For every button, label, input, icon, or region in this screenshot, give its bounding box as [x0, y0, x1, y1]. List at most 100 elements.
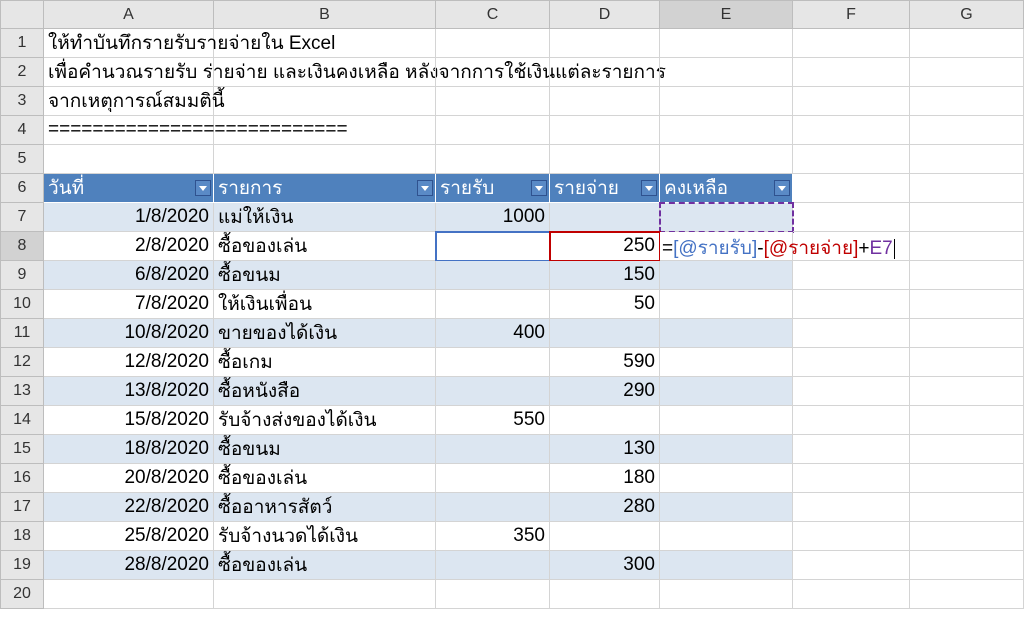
cell-C13[interactable]: [436, 377, 550, 406]
cell-F15[interactable]: [793, 435, 910, 464]
cell-C15[interactable]: [436, 435, 550, 464]
cell-E4[interactable]: [660, 116, 793, 145]
cell-A2[interactable]: เพื่อคำนวณรายรับ ร่ายจ่าย และเงินคงเหลือ…: [44, 58, 214, 87]
cell-D13[interactable]: 290: [550, 377, 660, 406]
cell-G17[interactable]: [910, 493, 1024, 522]
cell-G18[interactable]: [910, 522, 1024, 551]
cell-C6[interactable]: รายรับ: [436, 174, 550, 203]
cell-E9[interactable]: [660, 261, 793, 290]
cell-B8[interactable]: ซื้อของเล่น: [214, 232, 436, 261]
cell-C19[interactable]: [436, 551, 550, 580]
cell-G7[interactable]: [910, 203, 1024, 232]
cell-F7[interactable]: [793, 203, 910, 232]
cell-D10[interactable]: 50: [550, 290, 660, 319]
cell-B17[interactable]: ซื้ออาหารสัตว์: [214, 493, 436, 522]
cell-A20[interactable]: [44, 580, 214, 609]
cell-C20[interactable]: [436, 580, 550, 609]
filter-balance-icon[interactable]: [774, 180, 790, 196]
cell-A7[interactable]: 1/8/2020: [44, 203, 214, 232]
row-header-12[interactable]: 12: [0, 348, 44, 377]
cell-B1[interactable]: [214, 29, 436, 58]
cell-E8[interactable]: =[@รายรับ]-[@รายจ่าย]+E7: [660, 232, 793, 261]
cell-G13[interactable]: [910, 377, 1024, 406]
row-header-4[interactable]: 4: [0, 116, 44, 145]
cell-E12[interactable]: [660, 348, 793, 377]
cell-C18[interactable]: 350: [436, 522, 550, 551]
cell-A6[interactable]: วันที่: [44, 174, 214, 203]
cell-B2[interactable]: [214, 58, 436, 87]
cell-C4[interactable]: [436, 116, 550, 145]
cell-C5[interactable]: [436, 145, 550, 174]
cell-B9[interactable]: ซื้อขนม: [214, 261, 436, 290]
cell-G10[interactable]: [910, 290, 1024, 319]
cell-A11[interactable]: 10/8/2020: [44, 319, 214, 348]
cell-F3[interactable]: [793, 87, 910, 116]
cell-F1[interactable]: [793, 29, 910, 58]
cell-D2[interactable]: [550, 58, 660, 87]
cell-E1[interactable]: [660, 29, 793, 58]
cell-C14[interactable]: 550: [436, 406, 550, 435]
cell-B6[interactable]: รายการ: [214, 174, 436, 203]
filter-income-icon[interactable]: [531, 180, 547, 196]
col-header-A[interactable]: A: [44, 0, 214, 29]
cell-E14[interactable]: [660, 406, 793, 435]
cell-A4[interactable]: ===========================: [44, 116, 214, 145]
cell-A15[interactable]: 18/8/2020: [44, 435, 214, 464]
cell-F17[interactable]: [793, 493, 910, 522]
cell-B7[interactable]: แม่ให้เงิน: [214, 203, 436, 232]
row-header-11[interactable]: 11: [0, 319, 44, 348]
cell-B16[interactable]: ซื้อของเล่น: [214, 464, 436, 493]
cell-F6[interactable]: [793, 174, 910, 203]
cell-B12[interactable]: ซื้อเกม: [214, 348, 436, 377]
cell-E3[interactable]: [660, 87, 793, 116]
row-header-20[interactable]: 20: [0, 580, 44, 609]
cell-D9[interactable]: 150: [550, 261, 660, 290]
row-header-10[interactable]: 10: [0, 290, 44, 319]
col-header-E[interactable]: E: [660, 0, 793, 29]
cell-A1[interactable]: ให้ทำบันทึกรายรับรายจ่ายใน Excel: [44, 29, 214, 58]
row-header-5[interactable]: 5: [0, 145, 44, 174]
cell-F13[interactable]: [793, 377, 910, 406]
cell-F19[interactable]: [793, 551, 910, 580]
row-header-14[interactable]: 14: [0, 406, 44, 435]
cell-D16[interactable]: 180: [550, 464, 660, 493]
cell-F16[interactable]: [793, 464, 910, 493]
cell-G9[interactable]: [910, 261, 1024, 290]
cell-D4[interactable]: [550, 116, 660, 145]
cell-A9[interactable]: 6/8/2020: [44, 261, 214, 290]
cell-A17[interactable]: 22/8/2020: [44, 493, 214, 522]
cell-C1[interactable]: [436, 29, 550, 58]
filter-expense-icon[interactable]: [641, 180, 657, 196]
cell-G11[interactable]: [910, 319, 1024, 348]
cell-B14[interactable]: รับจ้างส่งของได้เงิน: [214, 406, 436, 435]
cell-D5[interactable]: [550, 145, 660, 174]
cell-D8[interactable]: 250: [550, 232, 660, 261]
cell-G3[interactable]: [910, 87, 1024, 116]
cell-C3[interactable]: [436, 87, 550, 116]
cell-D12[interactable]: 590: [550, 348, 660, 377]
row-header-19[interactable]: 19: [0, 551, 44, 580]
cell-F20[interactable]: [793, 580, 910, 609]
filter-item-icon[interactable]: [417, 180, 433, 196]
cell-B19[interactable]: ซื้อของเล่น: [214, 551, 436, 580]
cell-E5[interactable]: [660, 145, 793, 174]
cell-G20[interactable]: [910, 580, 1024, 609]
cell-B5[interactable]: [214, 145, 436, 174]
cell-B4[interactable]: [214, 116, 436, 145]
cell-E17[interactable]: [660, 493, 793, 522]
cell-C2[interactable]: [436, 58, 550, 87]
cell-G12[interactable]: [910, 348, 1024, 377]
filter-date-icon[interactable]: [195, 180, 211, 196]
row-header-16[interactable]: 16: [0, 464, 44, 493]
cell-A12[interactable]: 12/8/2020: [44, 348, 214, 377]
cell-D19[interactable]: 300: [550, 551, 660, 580]
cell-F5[interactable]: [793, 145, 910, 174]
row-header-6[interactable]: 6: [0, 174, 44, 203]
cell-D15[interactable]: 130: [550, 435, 660, 464]
cell-F11[interactable]: [793, 319, 910, 348]
cell-F4[interactable]: [793, 116, 910, 145]
cell-G2[interactable]: [910, 58, 1024, 87]
cell-B20[interactable]: [214, 580, 436, 609]
cell-E13[interactable]: [660, 377, 793, 406]
cell-B15[interactable]: ซื้อขนม: [214, 435, 436, 464]
